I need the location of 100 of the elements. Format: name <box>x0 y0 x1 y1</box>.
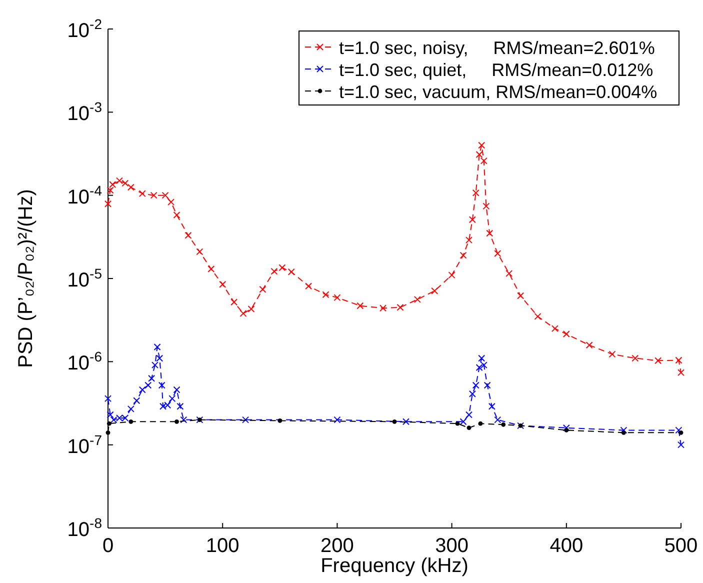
x-tick-label: 0 <box>102 535 114 557</box>
point <box>468 390 476 398</box>
point <box>168 395 176 402</box>
point <box>608 350 616 358</box>
point <box>431 287 438 294</box>
point <box>482 202 490 210</box>
point <box>151 362 158 369</box>
point <box>480 157 488 164</box>
point <box>478 354 486 362</box>
point <box>248 305 255 312</box>
point <box>476 150 483 158</box>
point <box>620 426 628 434</box>
point <box>156 354 164 362</box>
legend-label: t=1.0 sec, vacuum, RMS/mean=0.004% <box>339 82 658 102</box>
point <box>305 282 312 290</box>
point <box>356 302 364 310</box>
point <box>138 386 146 394</box>
y-tick-label: 10$^{-6}$ <box>67 348 102 375</box>
point <box>501 422 506 427</box>
y-tick-label: 10$^{-4}$ <box>67 182 102 208</box>
x-tick-label: 400 <box>550 535 584 557</box>
point <box>230 298 238 306</box>
point <box>468 216 476 224</box>
point <box>240 310 247 317</box>
y-tick-label: 10$^{-5}$ <box>67 266 102 292</box>
y-tick-label: 10$^{-8}$ <box>67 515 102 541</box>
point <box>278 418 282 423</box>
point <box>622 430 626 435</box>
point <box>380 304 387 312</box>
point <box>150 192 158 199</box>
x-axis-title: Frequency (kHz) <box>320 555 468 577</box>
point <box>396 304 404 311</box>
point <box>288 268 295 276</box>
point <box>632 354 639 362</box>
point <box>564 428 569 432</box>
point <box>109 180 116 188</box>
point <box>414 296 421 303</box>
point <box>460 418 467 426</box>
point <box>173 386 180 394</box>
y-tick-label: 10$^{-7}$ <box>67 432 102 458</box>
point <box>478 421 483 426</box>
x-tick-label: 200 <box>320 535 354 557</box>
y-axis-title: PSD (P’₀₂/P₀₂)²/(Hz) <box>15 189 37 368</box>
point <box>154 344 161 351</box>
point <box>562 330 570 338</box>
point <box>460 252 467 259</box>
y-tick-label: 10$^{-3}$ <box>67 99 102 126</box>
point <box>678 441 684 448</box>
x-tick-label: 300 <box>435 535 468 557</box>
point <box>133 397 140 404</box>
point <box>196 248 204 256</box>
point <box>138 190 146 198</box>
point <box>334 416 341 424</box>
point <box>486 230 494 237</box>
point <box>176 402 184 410</box>
point <box>586 342 593 349</box>
point <box>562 424 570 432</box>
point <box>127 405 134 412</box>
point <box>242 416 250 424</box>
point <box>208 266 215 273</box>
point <box>465 236 472 244</box>
point <box>675 426 682 434</box>
point <box>488 402 496 410</box>
point <box>106 421 112 426</box>
point <box>494 250 502 257</box>
point <box>675 356 682 364</box>
point <box>127 184 134 191</box>
legend-label: t=1.0 sec, quiet, RMS/mean=0.012% <box>339 60 654 80</box>
point <box>392 419 397 424</box>
point <box>465 411 472 418</box>
legend-label: t=1.0 sec, noisy, RMS/mean=2.601% <box>339 38 655 58</box>
point <box>334 294 341 302</box>
point <box>106 186 114 194</box>
point <box>106 411 114 418</box>
point <box>534 312 542 320</box>
point <box>158 382 166 389</box>
point <box>104 395 112 402</box>
point <box>472 189 480 196</box>
point <box>180 416 188 424</box>
point <box>270 268 278 275</box>
point <box>551 325 558 332</box>
point <box>148 374 156 382</box>
x-tick-label: 100 <box>206 535 240 557</box>
point <box>162 192 169 199</box>
point <box>173 212 180 219</box>
point <box>494 416 502 424</box>
point <box>448 272 456 279</box>
point <box>678 369 684 376</box>
point <box>259 286 266 293</box>
point <box>128 419 134 424</box>
point <box>455 421 460 426</box>
point <box>106 430 110 435</box>
point <box>278 264 286 272</box>
point <box>472 382 480 389</box>
point <box>184 232 192 239</box>
point <box>144 382 152 389</box>
point <box>506 270 513 277</box>
point <box>466 426 472 430</box>
x-tick-label: 500 <box>664 535 698 557</box>
point <box>517 292 524 300</box>
